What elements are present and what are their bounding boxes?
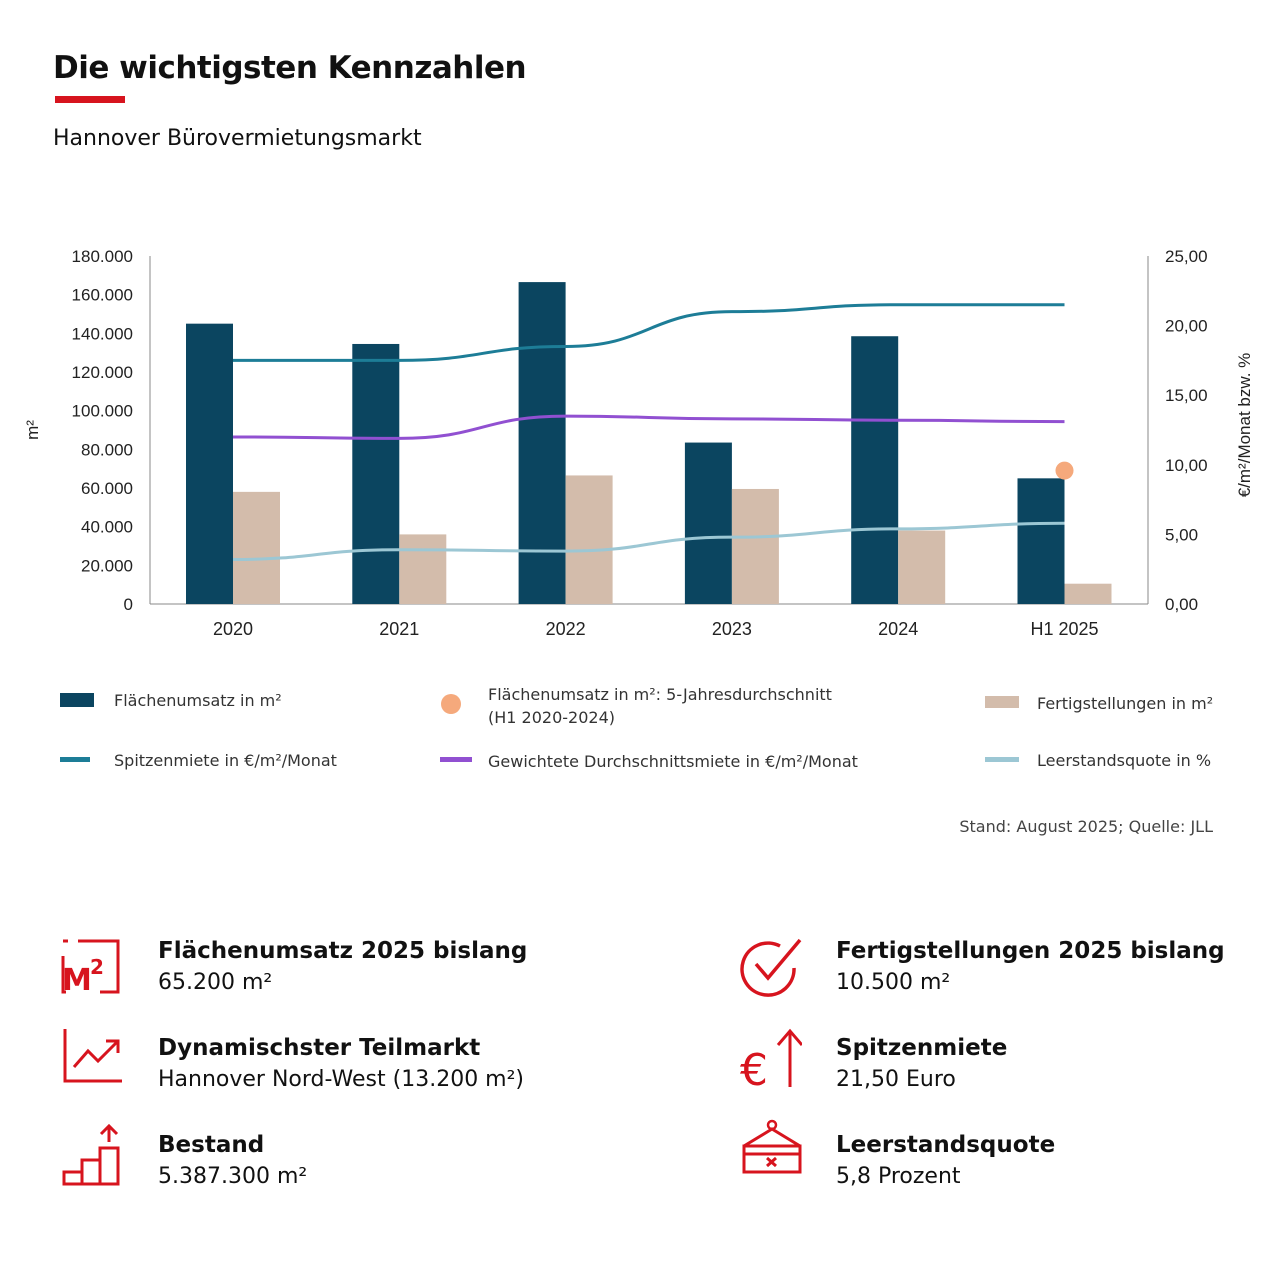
stairs-up-icon [62, 1124, 120, 1186]
y-tick-label-right: 10,00 [1165, 456, 1208, 475]
line-leerstandsquote [232, 521, 1065, 561]
kpi-title: Spitzenmiete [836, 1035, 1008, 1061]
legend-label-flaechenumsatz: Flächenumsatz in m² [114, 691, 282, 710]
svg-text:€: € [740, 1045, 768, 1091]
y-tick-label-left: 140.000 [72, 324, 133, 343]
euro-up-icon: € [740, 1028, 802, 1091]
bar-fertigstellungen [898, 530, 946, 604]
kpi-value: 65.200 m² [158, 970, 273, 995]
bar-fertigstellungen [565, 475, 613, 604]
y-tick-label-right: 0,00 [1165, 595, 1198, 614]
y-tick-label-left: 0 [124, 595, 133, 614]
bar-fertigstellungen [233, 491, 280, 604]
x-tick-label: H1 2025 [1030, 619, 1098, 639]
bar-fertigstellungen [399, 534, 447, 604]
kpi-title: Dynamischster Teilmarkt [158, 1035, 481, 1061]
y-tick-label-right: 5,00 [1165, 525, 1198, 544]
y-tick-label-left: 20.000 [81, 556, 133, 575]
x-tick-label: 2020 [213, 619, 253, 639]
office-market-chart: 180.000 160.000 140.000 120.000 100.000 80.00… [23, 247, 1254, 639]
kpi-title: Fertigstellungen 2025 bislang [836, 938, 1225, 964]
bar-flaechenumsatz [1017, 478, 1065, 604]
legend-label-fuenfjahresschnitt-line2: (H1 2020-2024) [488, 708, 615, 727]
kpi-value: 5.387.300 m² [158, 1164, 308, 1189]
title-underline [55, 96, 125, 103]
y-tick-label-right: 15,00 [1165, 386, 1208, 405]
line-durchschnittsmiete [232, 414, 1065, 440]
bar-flaechenumsatz [851, 336, 899, 604]
source-note: Stand: August 2025; Quelle: JLL [959, 817, 1213, 836]
y-tick-label-left: 120.000 [72, 363, 133, 382]
legend-label-leerstand: Leerstandsquote in % [1037, 751, 1212, 770]
svg-text:M: M [62, 963, 92, 998]
x-tick-label: 2022 [546, 619, 586, 639]
y-axis-title-left: m² [23, 420, 42, 440]
legend-label-durchschnittsmiete: Gewichtete Durchschnittsmiete in €/m²/Mo… [488, 752, 858, 771]
legend-swatch-leerstand [985, 757, 1019, 762]
kpi-title: Leerstandsquote [836, 1132, 1056, 1158]
bar-fertigstellungen [1064, 583, 1112, 604]
legend-swatch-fuenfjahresschnitt [441, 694, 461, 714]
kpi-title: Bestand [158, 1132, 265, 1158]
bar-flaechenumsatz [518, 282, 566, 604]
bar-flaechenumsatz [684, 442, 732, 604]
y-tick-label-right: 20,00 [1165, 317, 1208, 336]
bar-flaechenumsatz [352, 343, 400, 604]
kpi-value: 5,8 Prozent [836, 1164, 961, 1189]
trend-chart-icon [63, 1029, 122, 1083]
bar-flaechenumsatz [186, 323, 233, 604]
y-tick-label-left: 60.000 [81, 479, 133, 498]
y-tick-label-left: 160.000 [72, 286, 133, 305]
point-fuenfjahresdurchschnitt [1055, 461, 1074, 480]
y-tick-label-left: 40.000 [81, 518, 133, 537]
y-tick-label-left: 180.000 [72, 247, 133, 266]
y-tick-label-right: 25,00 [1165, 247, 1208, 266]
legend-label-fuenfjahresschnitt-line1: Flächenumsatz in m²: 5-Jahresdurchschnit… [488, 685, 832, 704]
checkmark-icon [740, 938, 802, 997]
y-axis-title-right: €/m²/Monat bzw. % [1235, 353, 1254, 498]
y-tick-label-left: 100.000 [72, 402, 133, 421]
legend-swatch-durchschnittsmiete [440, 757, 472, 762]
line-spitzenmiete [233, 303, 1065, 362]
legend-swatch-flaechenumsatz [60, 693, 94, 707]
bar-fertigstellungen [731, 488, 779, 604]
page-subtitle: Hannover Bürovermietungsmarkt [53, 126, 422, 151]
svg-text:2: 2 [90, 955, 104, 979]
legend-swatch-fertigstellungen [985, 696, 1019, 708]
legend-label-fuenfjahresschnitt: Flächenumsatz in m²: 5-Jahresdurchschnit… [488, 683, 832, 729]
kpi-value: Hannover Nord-West (13.200 m²) [158, 1067, 525, 1092]
kpi-title: Flächenumsatz 2025 bislang [158, 938, 528, 964]
y-tick-label-left: 80.000 [81, 440, 133, 459]
kpi-value: 10.500 m² [836, 970, 951, 995]
vacancy-sign-icon [742, 1119, 802, 1174]
legend-label-spitzenmiete: Spitzenmiete in €/m²/Monat [114, 751, 337, 770]
kpi-value: 21,50 Euro [836, 1067, 956, 1092]
page-title: Die wichtigsten Kennzahlen [53, 50, 527, 86]
m2-icon: M 2 [61, 939, 120, 998]
x-tick-label: 2021 [379, 619, 419, 639]
legend-swatch-spitzenmiete [60, 757, 90, 762]
x-tick-label: 2023 [712, 619, 752, 639]
legend-label-fertigstellungen: Fertigstellungen in m² [1037, 694, 1214, 713]
x-tick-label: 2024 [878, 619, 918, 639]
